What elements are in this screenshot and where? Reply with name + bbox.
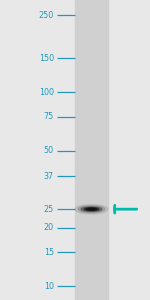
Ellipse shape xyxy=(81,207,102,211)
Ellipse shape xyxy=(86,208,97,210)
Text: 250: 250 xyxy=(39,11,54,20)
Text: 20: 20 xyxy=(44,224,54,232)
Text: 37: 37 xyxy=(44,172,54,181)
Text: 25: 25 xyxy=(44,205,54,214)
Ellipse shape xyxy=(78,206,105,213)
Text: 15: 15 xyxy=(44,248,54,257)
Text: 150: 150 xyxy=(39,54,54,63)
Ellipse shape xyxy=(84,208,99,211)
Ellipse shape xyxy=(88,209,94,210)
Text: 75: 75 xyxy=(44,112,54,121)
Text: 10: 10 xyxy=(44,282,54,291)
Bar xyxy=(75,0,108,300)
Text: 50: 50 xyxy=(44,146,54,155)
Text: 100: 100 xyxy=(39,88,54,97)
Ellipse shape xyxy=(75,205,108,214)
